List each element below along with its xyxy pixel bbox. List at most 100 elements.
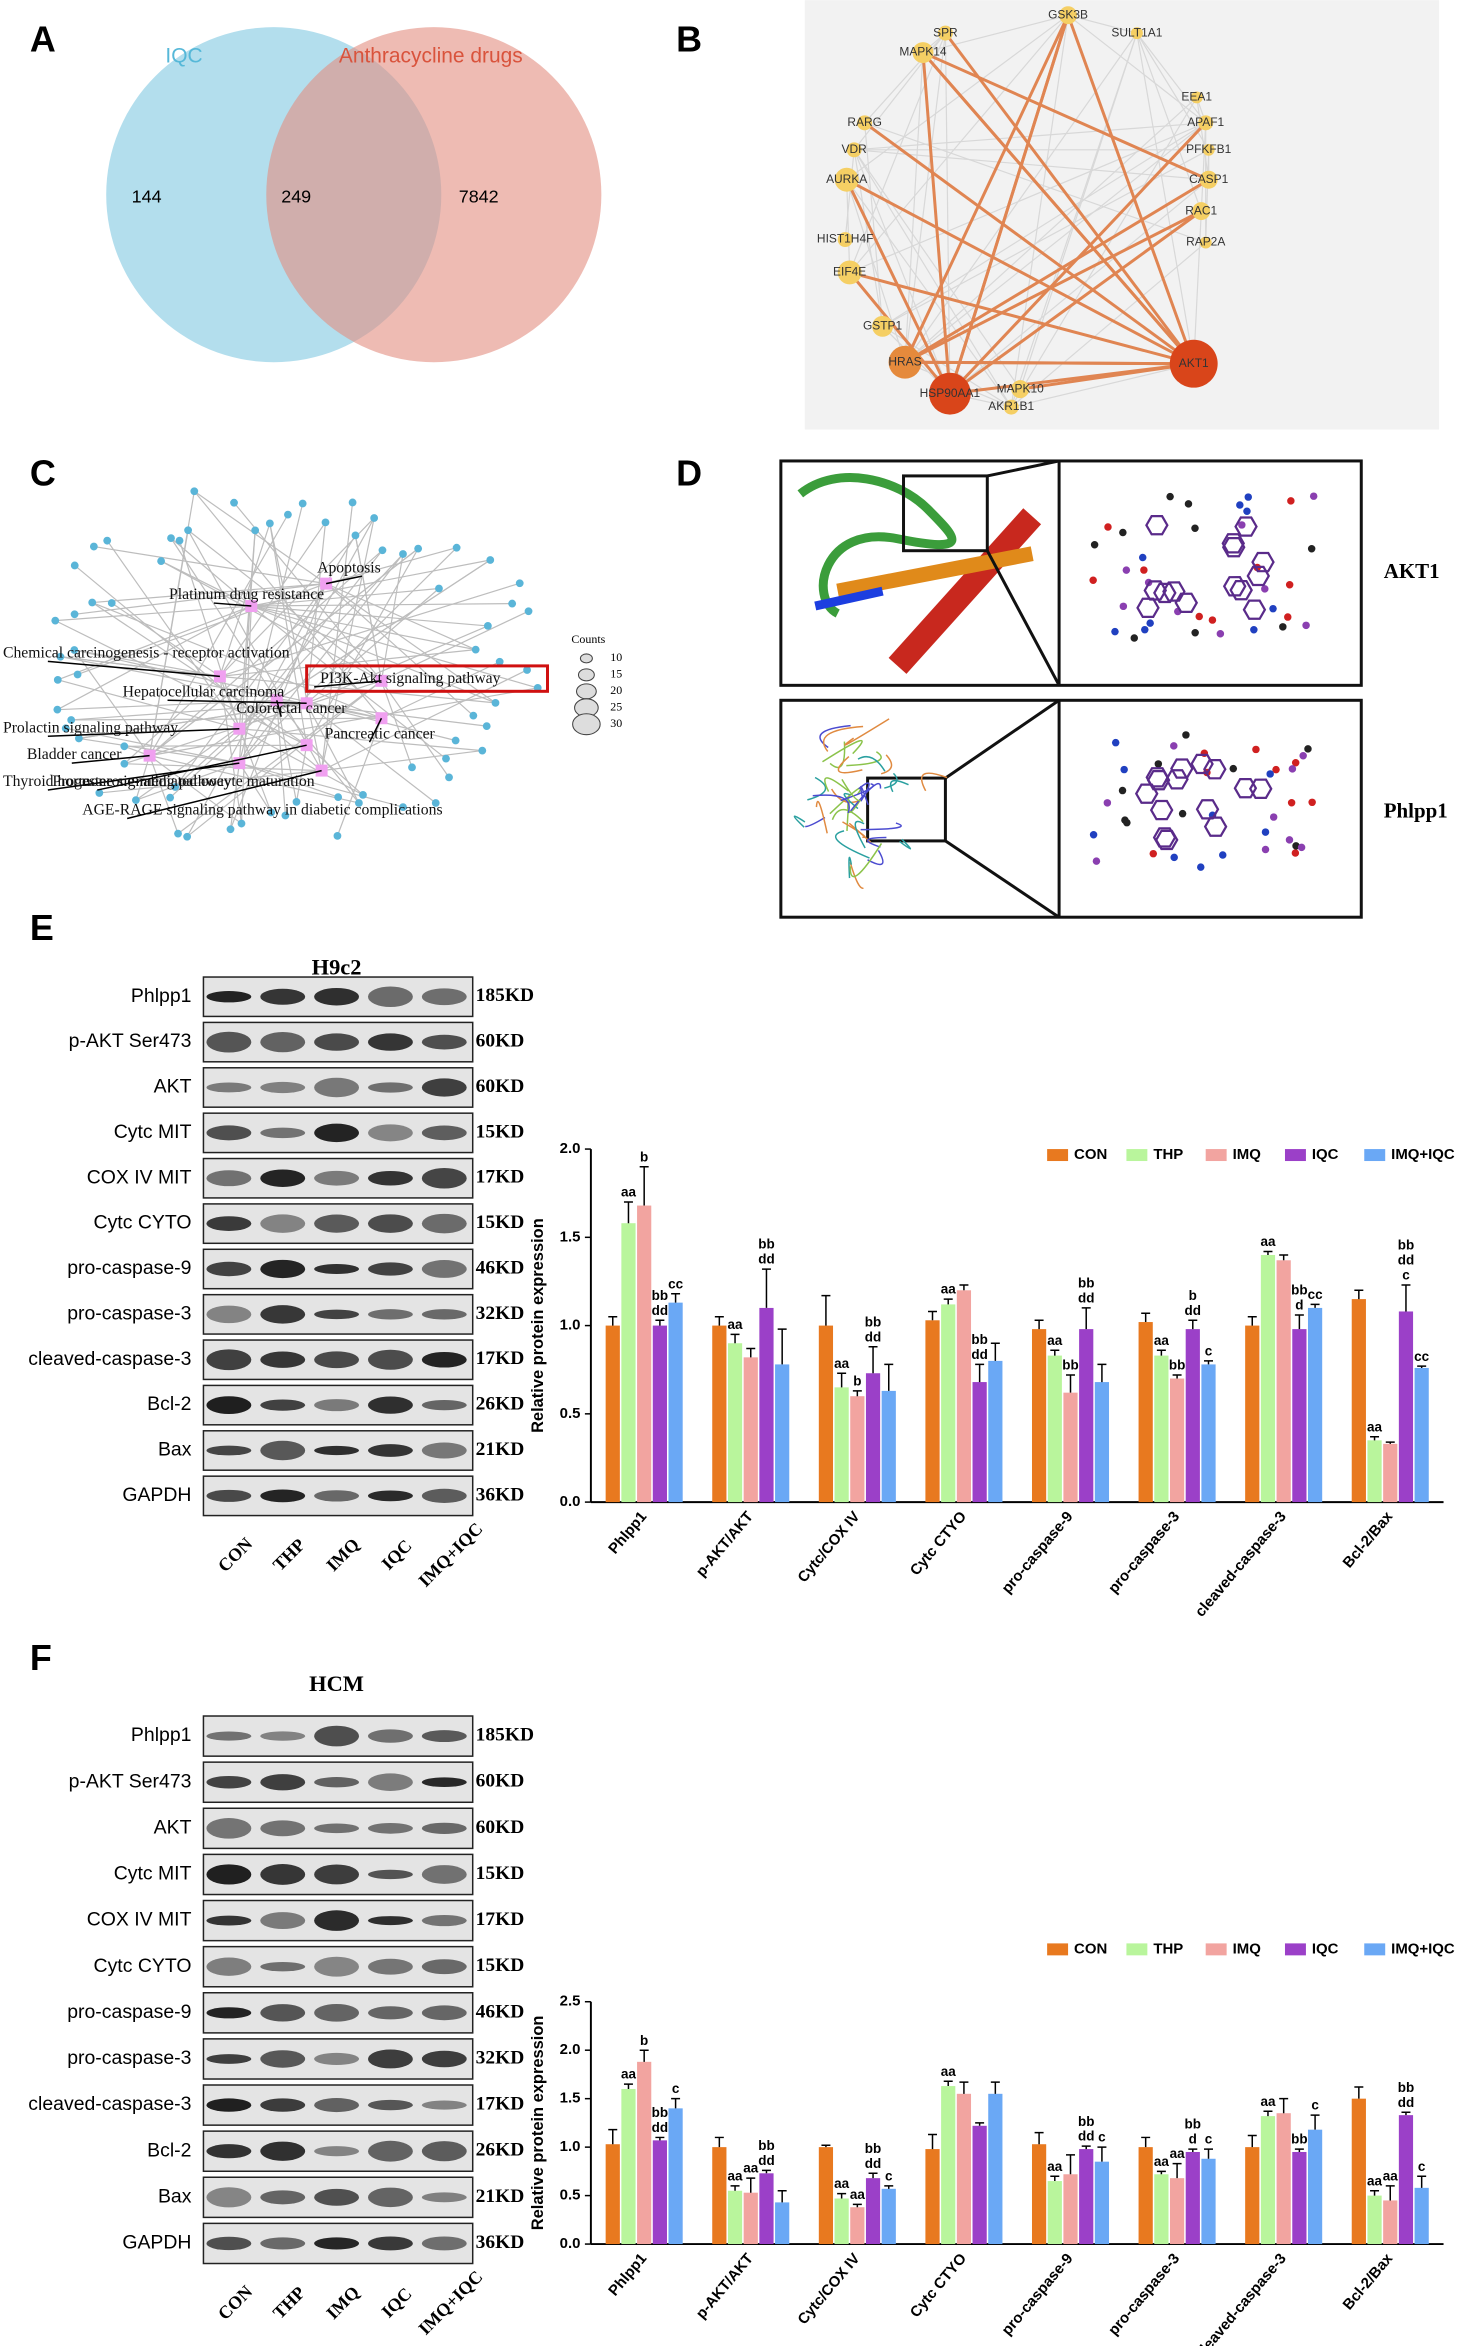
- panel-label: D: [676, 453, 702, 493]
- gene-node: [89, 542, 98, 551]
- error-bar: [761, 1268, 771, 1308]
- gene-node: [171, 783, 180, 791]
- ligand-atom: [1297, 843, 1306, 852]
- blot-band: [206, 1349, 252, 1371]
- blot-band: [206, 1915, 252, 1926]
- legend-label: IMQ: [1233, 1146, 1261, 1163]
- gene-node: [292, 798, 301, 806]
- ligand-atom: [1130, 634, 1139, 642]
- blot-band: [421, 2005, 467, 2021]
- error-bar: [943, 1298, 953, 1305]
- significance-label: cc: [668, 1276, 683, 1291]
- y-tick-label: 0.5: [560, 2187, 581, 2204]
- enrichment-edge: [276, 700, 286, 816]
- network-node-label: RAP2A: [1186, 235, 1225, 249]
- enrichment-edge: [193, 490, 382, 719]
- enrichment-edge: [238, 553, 404, 764]
- blot-size: 185KD: [476, 1725, 534, 1746]
- significance-label: bb: [971, 1332, 987, 1347]
- pathway-node: [270, 694, 283, 707]
- significance-label: d: [1189, 2132, 1197, 2147]
- enrichment-edge: [325, 547, 457, 585]
- ligand-ring: [1143, 580, 1168, 601]
- significance-label: aa: [1383, 2168, 1398, 2183]
- network-edge: [1010, 97, 1198, 408]
- ligand-atom: [1244, 493, 1252, 501]
- gene-node: [414, 544, 423, 553]
- significance-label: bb: [1291, 2132, 1307, 2147]
- bar: [743, 1357, 758, 1503]
- blot-band: [421, 1034, 467, 1050]
- ligand-ring: [1246, 565, 1271, 587]
- gene-node: [334, 793, 343, 801]
- enrichment-edge: [239, 762, 404, 808]
- panel-label: F: [30, 1638, 52, 1678]
- significance-label: dd: [1078, 2129, 1094, 2144]
- blot-band: [260, 1962, 306, 1972]
- gene-node: [359, 791, 367, 799]
- bar: [1245, 2147, 1260, 2245]
- x-tick-label: cleaved-caspase-3: [1192, 1508, 1290, 1620]
- blot-band: [421, 1309, 467, 1320]
- ligand-atom: [1288, 765, 1297, 773]
- bar: [941, 2086, 956, 2245]
- ligand-atom: [1284, 613, 1292, 621]
- enrichment-edge: [325, 583, 496, 704]
- blot-band: [260, 1820, 306, 1837]
- error-bar: [868, 2172, 878, 2179]
- significance-label: aa: [1367, 2173, 1382, 2188]
- lane-label: IMQ+IQC: [414, 2267, 486, 2339]
- significance-label: bb: [1291, 1283, 1307, 1298]
- network-edge: [903, 14, 1070, 363]
- blot-size: 32KD: [476, 2047, 525, 2068]
- network-node-label: AKR1B1: [988, 399, 1034, 413]
- enrichment-edge: [219, 523, 271, 677]
- blot-band: [314, 2146, 360, 2157]
- ligand-atom: [1170, 853, 1178, 862]
- protein-coil: [819, 724, 851, 749]
- error-bar: [1370, 1436, 1380, 1441]
- y-tick-label: 1.0: [560, 1317, 581, 1334]
- gene-node: [265, 519, 274, 528]
- gene-node: [348, 498, 357, 507]
- blot-size: 36KD: [476, 2232, 525, 2253]
- bar: [1307, 2129, 1323, 2245]
- bar: [621, 1223, 636, 1503]
- x-tick-label: pro-caspase-9: [998, 1508, 1076, 1597]
- y-tick-label: 1.5: [560, 1228, 581, 1245]
- network-node-label: RAC1: [1185, 203, 1217, 217]
- x-tick-label: Phlpp1: [605, 2250, 650, 2299]
- error-bar: [1081, 2145, 1091, 2150]
- blot-band: [206, 2007, 252, 2019]
- significance-label: aa: [834, 1356, 849, 1371]
- blot-protein: GAPDH: [122, 1484, 191, 1506]
- blot-protein: COX IV MIT: [87, 1166, 192, 1188]
- bar: [1383, 1443, 1398, 1503]
- pathway-label: Colorectal cancer: [236, 700, 347, 717]
- x-tick-label: cleaved-caspase-3: [1192, 2250, 1290, 2346]
- gene-node: [51, 616, 60, 625]
- blot-band: [314, 2052, 360, 2066]
- ligand-atom: [1146, 619, 1154, 627]
- bar: [605, 1325, 620, 1503]
- network-node-label: MAPK14: [899, 45, 947, 59]
- blot-protein: cleaved-caspase-3: [28, 2093, 191, 2115]
- blot-band: [260, 1774, 306, 1791]
- error-bar: [1172, 1374, 1182, 1379]
- blot-band: [314, 1399, 360, 1412]
- blot-band: [314, 1910, 360, 1931]
- bar: [1185, 1329, 1200, 1503]
- network-edge: [1196, 97, 1210, 180]
- error-bar: [884, 1363, 894, 1391]
- ligand-atom: [1119, 528, 1127, 537]
- bar: [1154, 2174, 1169, 2245]
- error-bar: [975, 1363, 985, 1383]
- error-bar: [852, 1390, 862, 1397]
- bar: [1245, 1325, 1260, 1503]
- protein-coil: [805, 816, 826, 828]
- error-bar: [1263, 1250, 1273, 1255]
- error-bar: [671, 2097, 681, 2109]
- significance-label: bb: [758, 1237, 774, 1252]
- bar: [1367, 1440, 1382, 1503]
